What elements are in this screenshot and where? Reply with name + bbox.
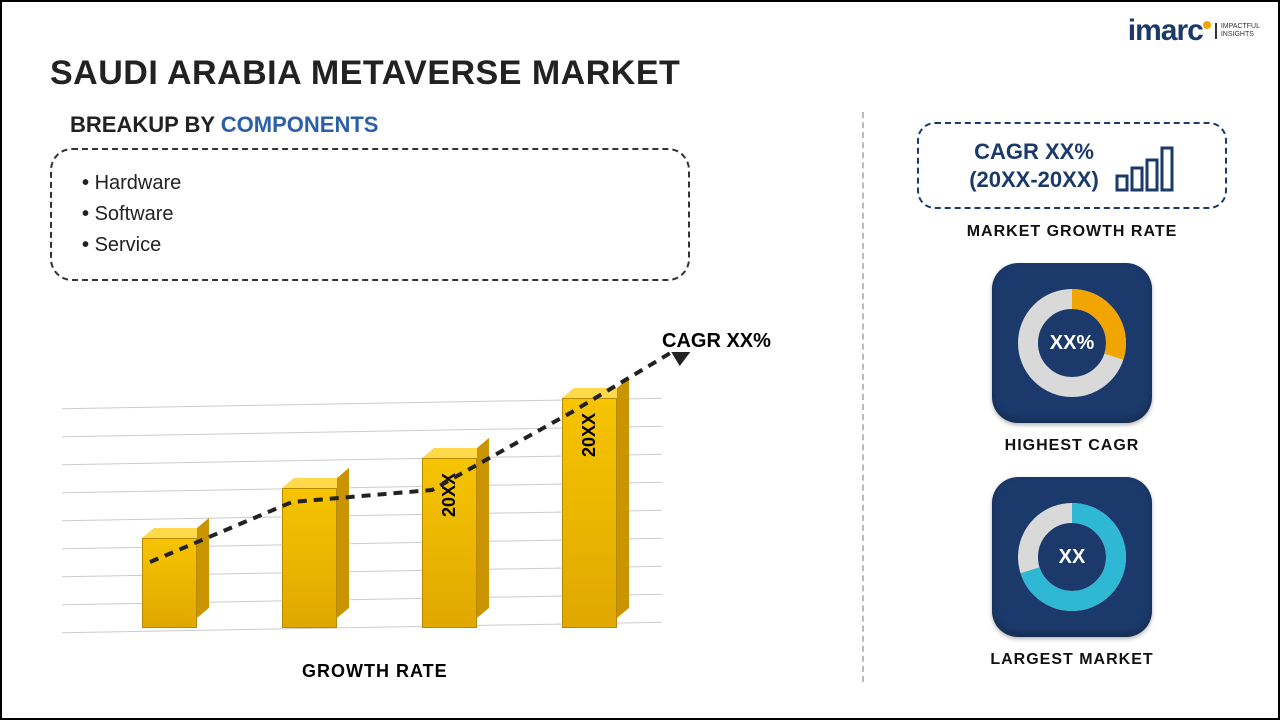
mini-bar-icon [1113,140,1175,192]
growth-bar-chart: 20XX20XX CAGR XX% GROWTH RATE [62,352,762,682]
page-title: SAUDI ARABIA METAVERSE MARKET [50,54,680,93]
component-item: Software [82,199,658,230]
tile1-caption: HIGHEST CAGR [902,437,1242,455]
tile2-value: XX [1059,546,1086,569]
components-box: HardwareSoftwareService [50,148,690,281]
components-list: HardwareSoftwareService [82,168,658,261]
left-panel: BREAKUP BY COMPONENTS HardwareSoftwareSe… [50,112,810,281]
trend-line [62,352,762,682]
cagr-summary-box: CAGR XX%(20XX-20XX) [917,122,1227,209]
chart-x-label: GROWTH RATE [302,661,448,682]
cagr-annotation: CAGR XX% [662,330,771,353]
tile1-value: XX% [1050,332,1094,355]
logo-tagline: IMPACTFULINSIGHTS [1215,23,1260,38]
largest-market-tile: XX [992,477,1152,637]
cagr-caption: MARKET GROWTH RATE [902,223,1242,241]
tile2-caption: LARGEST MARKET [902,651,1242,669]
component-item: Hardware [82,168,658,199]
right-panel: CAGR XX%(20XX-20XX) MARKET GROWTH RATE X… [902,122,1242,669]
cagr-summary-text: CAGR XX%(20XX-20XX) [969,138,1099,193]
component-item: Service [82,230,658,261]
logo-text: imarc [1128,14,1203,48]
breakup-heading: BREAKUP BY COMPONENTS [70,112,810,138]
logo-dot-icon [1203,21,1211,29]
brand-logo: imarc IMPACTFULINSIGHTS [1128,14,1260,48]
highest-cagr-tile: XX% [992,263,1152,423]
vertical-divider [862,112,864,682]
